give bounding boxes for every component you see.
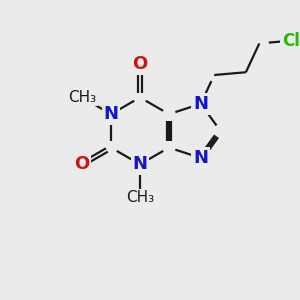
Text: N: N (193, 149, 208, 167)
Text: N: N (103, 105, 118, 123)
Text: N: N (193, 95, 208, 113)
Text: CH₃: CH₃ (68, 90, 96, 105)
Text: CH₃: CH₃ (126, 190, 154, 205)
Text: O: O (74, 155, 90, 173)
Text: Cl: Cl (282, 32, 300, 50)
Text: O: O (132, 55, 148, 73)
Text: N: N (133, 155, 148, 173)
